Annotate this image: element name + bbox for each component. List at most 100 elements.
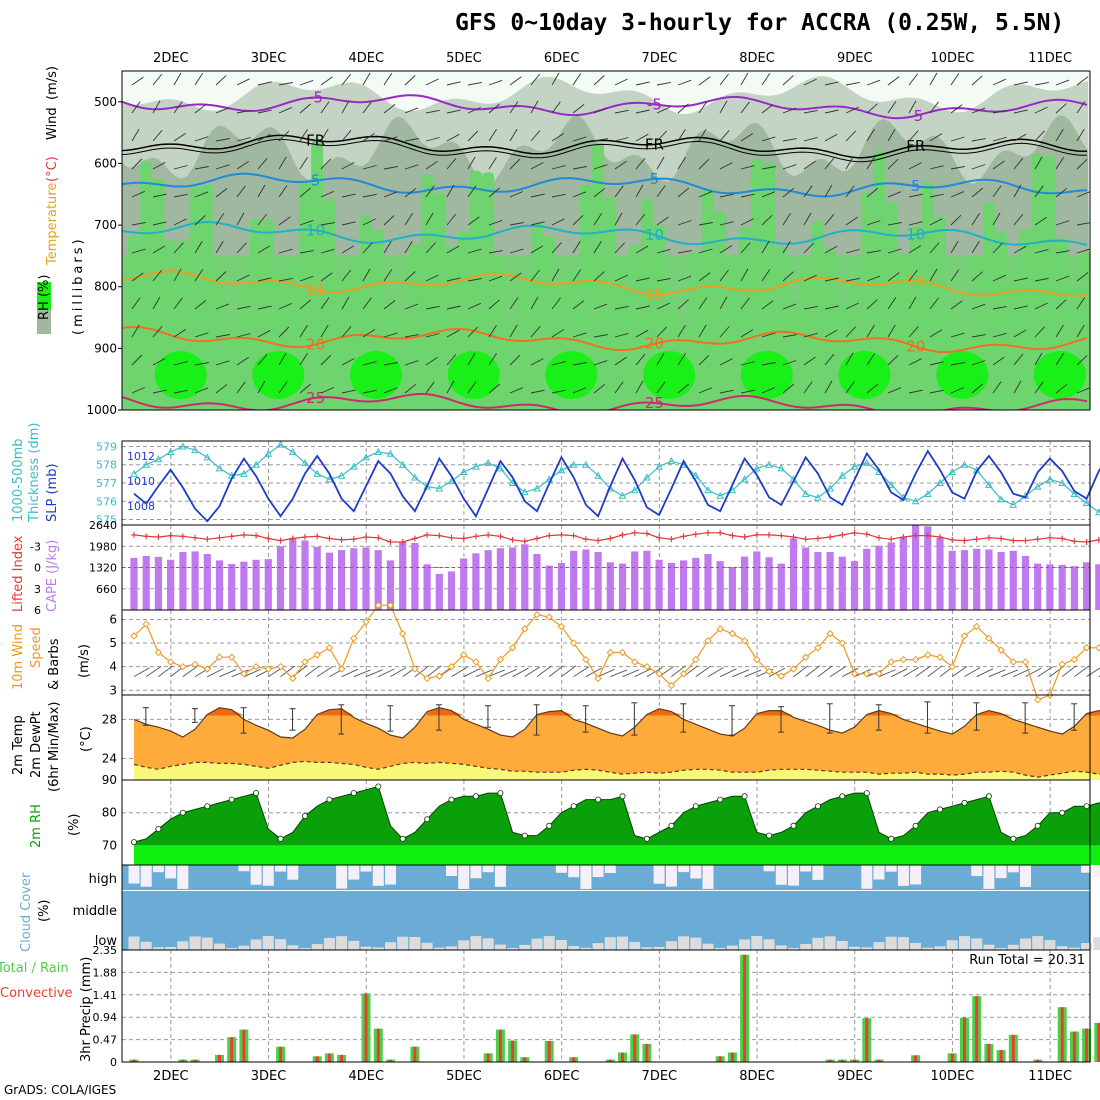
slp-label: SLP (mb) xyxy=(45,463,60,522)
upper-wind-barb xyxy=(362,101,372,114)
upper-wind-barb xyxy=(425,381,435,394)
cape-bar xyxy=(545,565,553,610)
upper-wind-barb xyxy=(152,100,161,114)
upper-wind-barb xyxy=(488,250,503,254)
precip-convective-bar xyxy=(1036,1059,1040,1062)
cape-bar xyxy=(264,559,272,610)
cape-bar xyxy=(374,550,382,610)
temperature-contour-label: 15 xyxy=(906,272,925,290)
thickness-point xyxy=(1009,500,1018,508)
lifted-index-point xyxy=(497,533,504,540)
wind10m-barb xyxy=(732,669,750,678)
upper-wind-barb xyxy=(803,274,817,282)
lifted-index-point xyxy=(924,532,931,539)
wind10m-point xyxy=(863,670,871,678)
wind10m-point xyxy=(362,618,370,626)
rh2m-point xyxy=(1083,803,1090,810)
cape-bar xyxy=(130,557,138,610)
upper-wind-barb xyxy=(698,248,713,254)
wind10m-point xyxy=(887,658,895,666)
upper-wind-barb xyxy=(215,188,228,198)
cape-bar xyxy=(167,559,175,610)
upper-wind-barb xyxy=(677,187,690,198)
upper-wind-barb xyxy=(929,297,939,310)
low-cloud-gap xyxy=(372,947,384,950)
lifted-index-point xyxy=(961,537,968,544)
thickness-point xyxy=(154,455,163,463)
upper-wind-barb xyxy=(719,221,734,226)
temperature-max-cap xyxy=(451,710,464,716)
thickness-point xyxy=(374,447,383,455)
wind10m-barb xyxy=(463,668,481,678)
wind10m-point xyxy=(643,662,651,671)
precip-convective-bar xyxy=(840,1059,844,1062)
upper-wind-barb xyxy=(908,269,918,282)
wind10m-barb xyxy=(890,668,908,678)
upper-wind-barb xyxy=(971,303,986,310)
upper-wind-barb xyxy=(572,136,587,142)
temperature-contour-label: 10 xyxy=(306,221,325,239)
upper-wind-barb xyxy=(740,193,755,198)
wind10m-barb xyxy=(854,668,872,678)
precip-convective-bar xyxy=(193,1059,197,1062)
wind10m-tick-label: 5 xyxy=(109,636,117,650)
high-cloud-gap xyxy=(177,865,189,889)
thickness-point xyxy=(142,460,151,468)
upper-wind-barb xyxy=(887,128,896,142)
cloud-layer-label: low xyxy=(95,934,118,949)
temperature-contour-label: FR xyxy=(906,137,925,155)
cape-bar xyxy=(680,560,688,610)
upper-wind-barb xyxy=(719,326,730,338)
low-cloud-gap xyxy=(726,945,738,950)
low-cloud-gap xyxy=(1007,944,1019,950)
upper-wind-barb xyxy=(215,240,224,254)
high-cloud-gap xyxy=(971,865,983,877)
upper-wind-barb xyxy=(950,387,965,394)
low-cloud-gap xyxy=(482,938,494,950)
upper-wind-barb xyxy=(845,185,855,198)
precip-labels: Total / Rain Convective 3hr Precip (mm) … xyxy=(0,953,1085,1062)
upper-wind-barb xyxy=(446,329,460,338)
thickness-point xyxy=(618,491,627,499)
thickness-point xyxy=(997,495,1005,503)
low-cloud-gap xyxy=(446,946,457,950)
upper-wind-barb xyxy=(299,352,308,366)
rh-cell-90 xyxy=(936,351,989,399)
upper-wind-barb xyxy=(614,109,629,114)
upper-wind-barb xyxy=(425,333,440,338)
upper-wind-barb xyxy=(530,100,539,114)
cape-bar xyxy=(1083,562,1091,610)
upper-wind-barb xyxy=(257,305,272,310)
upper-wind-barb xyxy=(530,269,540,282)
upper-wind-barb xyxy=(194,240,203,254)
temp2m-label-line2: 2m DewPt xyxy=(29,711,44,778)
high-cloud-gap xyxy=(1007,865,1019,873)
upper-wind-barb xyxy=(845,130,857,142)
upper-wind-barb xyxy=(173,72,182,86)
upper-wind-barb xyxy=(467,156,476,170)
lifted-index-point xyxy=(131,531,137,538)
lifted-index-point xyxy=(363,534,370,541)
wind10m-point xyxy=(1021,658,1030,666)
precip-convective-bar xyxy=(498,1029,502,1062)
low-cloud-gap xyxy=(629,941,641,950)
precip-convective-bar xyxy=(486,1053,490,1062)
upper-wind-barb xyxy=(677,383,690,394)
cape-bar xyxy=(570,550,578,610)
thickness-point xyxy=(325,475,334,483)
upper-wind-barb xyxy=(1013,329,1027,338)
low-cloud-gap xyxy=(458,940,470,950)
rh-cell-90 xyxy=(350,351,403,399)
thickness-point xyxy=(337,471,346,479)
low-cloud-gap xyxy=(678,936,690,950)
upper-wind-barb xyxy=(341,100,350,114)
upper-wind-barb xyxy=(761,214,773,226)
cape-bar xyxy=(618,563,627,610)
wind10m-barb xyxy=(1025,667,1042,678)
day-label-top: 8DEC xyxy=(739,51,775,66)
lifted-index-point xyxy=(1083,539,1090,545)
wind10m-point xyxy=(521,625,529,633)
upper-wind-barb xyxy=(425,305,440,310)
wind10m-barb xyxy=(536,665,552,678)
upper-wind-barb xyxy=(593,187,606,198)
